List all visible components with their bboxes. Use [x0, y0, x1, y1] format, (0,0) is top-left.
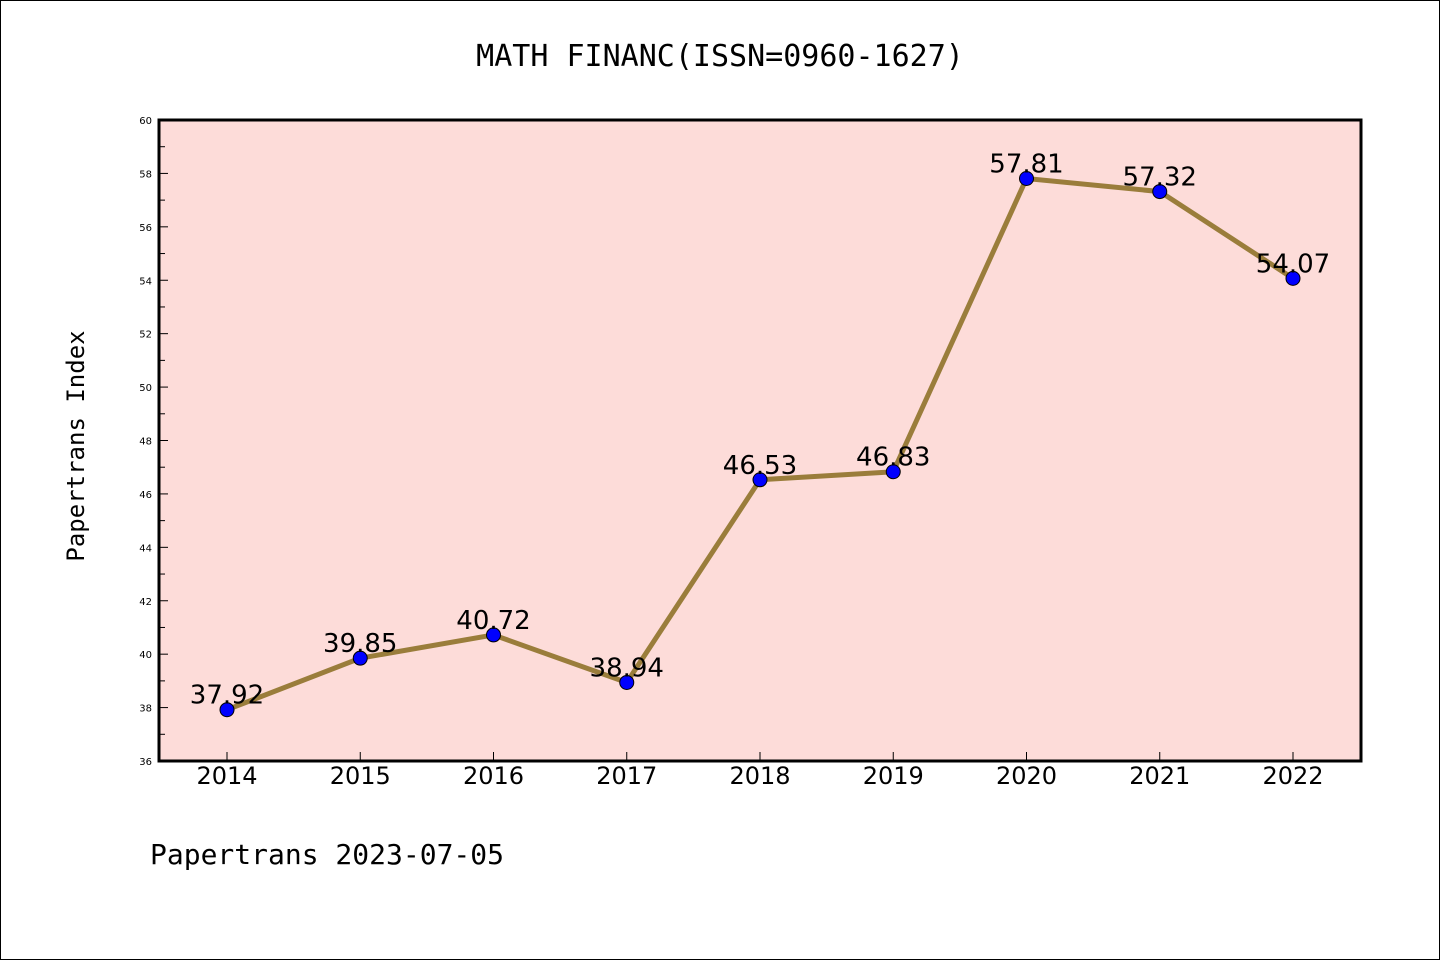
y-tick-label: 36 [139, 757, 152, 768]
data-point [1152, 184, 1168, 200]
data-label: 40.72 [456, 606, 530, 636]
x-tick-label: 2016 [463, 762, 524, 790]
chart-title: MATH FINANC(ISSN=0960-1627) [476, 39, 964, 74]
y-tick-label: 48 [139, 437, 152, 448]
y-tick-label: 42 [139, 597, 152, 608]
data-label: 46.53 [723, 451, 797, 481]
footer-source: Papertrans 2023-07-05 [150, 838, 504, 871]
data-label: 38.94 [590, 653, 664, 683]
y-tick-label: 52 [139, 330, 152, 341]
data-label: 54.07 [1256, 249, 1330, 279]
y-tick-label: 40 [139, 650, 152, 661]
x-tick-label: 2017 [596, 762, 657, 790]
y-tick-label: 46 [139, 490, 152, 501]
x-tick-label: 2019 [863, 762, 924, 790]
y-tick-label: 44 [139, 543, 152, 554]
y-tick-label: 60 [139, 116, 152, 127]
data-label: 37.92 [190, 681, 264, 711]
data-point [352, 650, 368, 666]
y-tick-label: 50 [139, 383, 152, 394]
data-label: 39.85 [323, 629, 397, 659]
data-label: 57.81 [989, 149, 1063, 179]
data-point [619, 674, 635, 690]
x-tick-label: 2021 [1129, 762, 1190, 790]
data-point [1285, 270, 1301, 286]
y-axis-label: Papertrans Index [62, 330, 90, 561]
data-point [1019, 170, 1034, 186]
y-tick-label: 54 [139, 276, 152, 287]
data-point [219, 702, 235, 718]
x-tick-label: 2015 [330, 762, 391, 790]
data-label: 46.83 [856, 443, 930, 473]
data-point [486, 627, 501, 643]
x-tick-label: 2018 [729, 762, 790, 790]
y-tick-label: 58 [139, 169, 152, 180]
plot-border [157, 118, 1363, 763]
x-axis-ticks: 2014 2015 2016 2017 2018 2019 2020 2021 2022 [196, 752, 1324, 790]
data-label: 57.32 [1123, 163, 1197, 193]
series [219, 170, 1301, 718]
x-tick-label: 2020 [996, 762, 1057, 790]
y-tick-label: 56 [139, 223, 152, 234]
y-tick-label: 38 [139, 704, 152, 715]
x-tick-label: 2022 [1262, 762, 1323, 790]
x-tick-label: 2014 [196, 762, 257, 790]
data-labels: 37.92 39.85 40.72 38.94 46.53 46.83 57.81 57.32… [190, 149, 1330, 710]
data-point [885, 464, 901, 480]
data-point [752, 472, 768, 488]
